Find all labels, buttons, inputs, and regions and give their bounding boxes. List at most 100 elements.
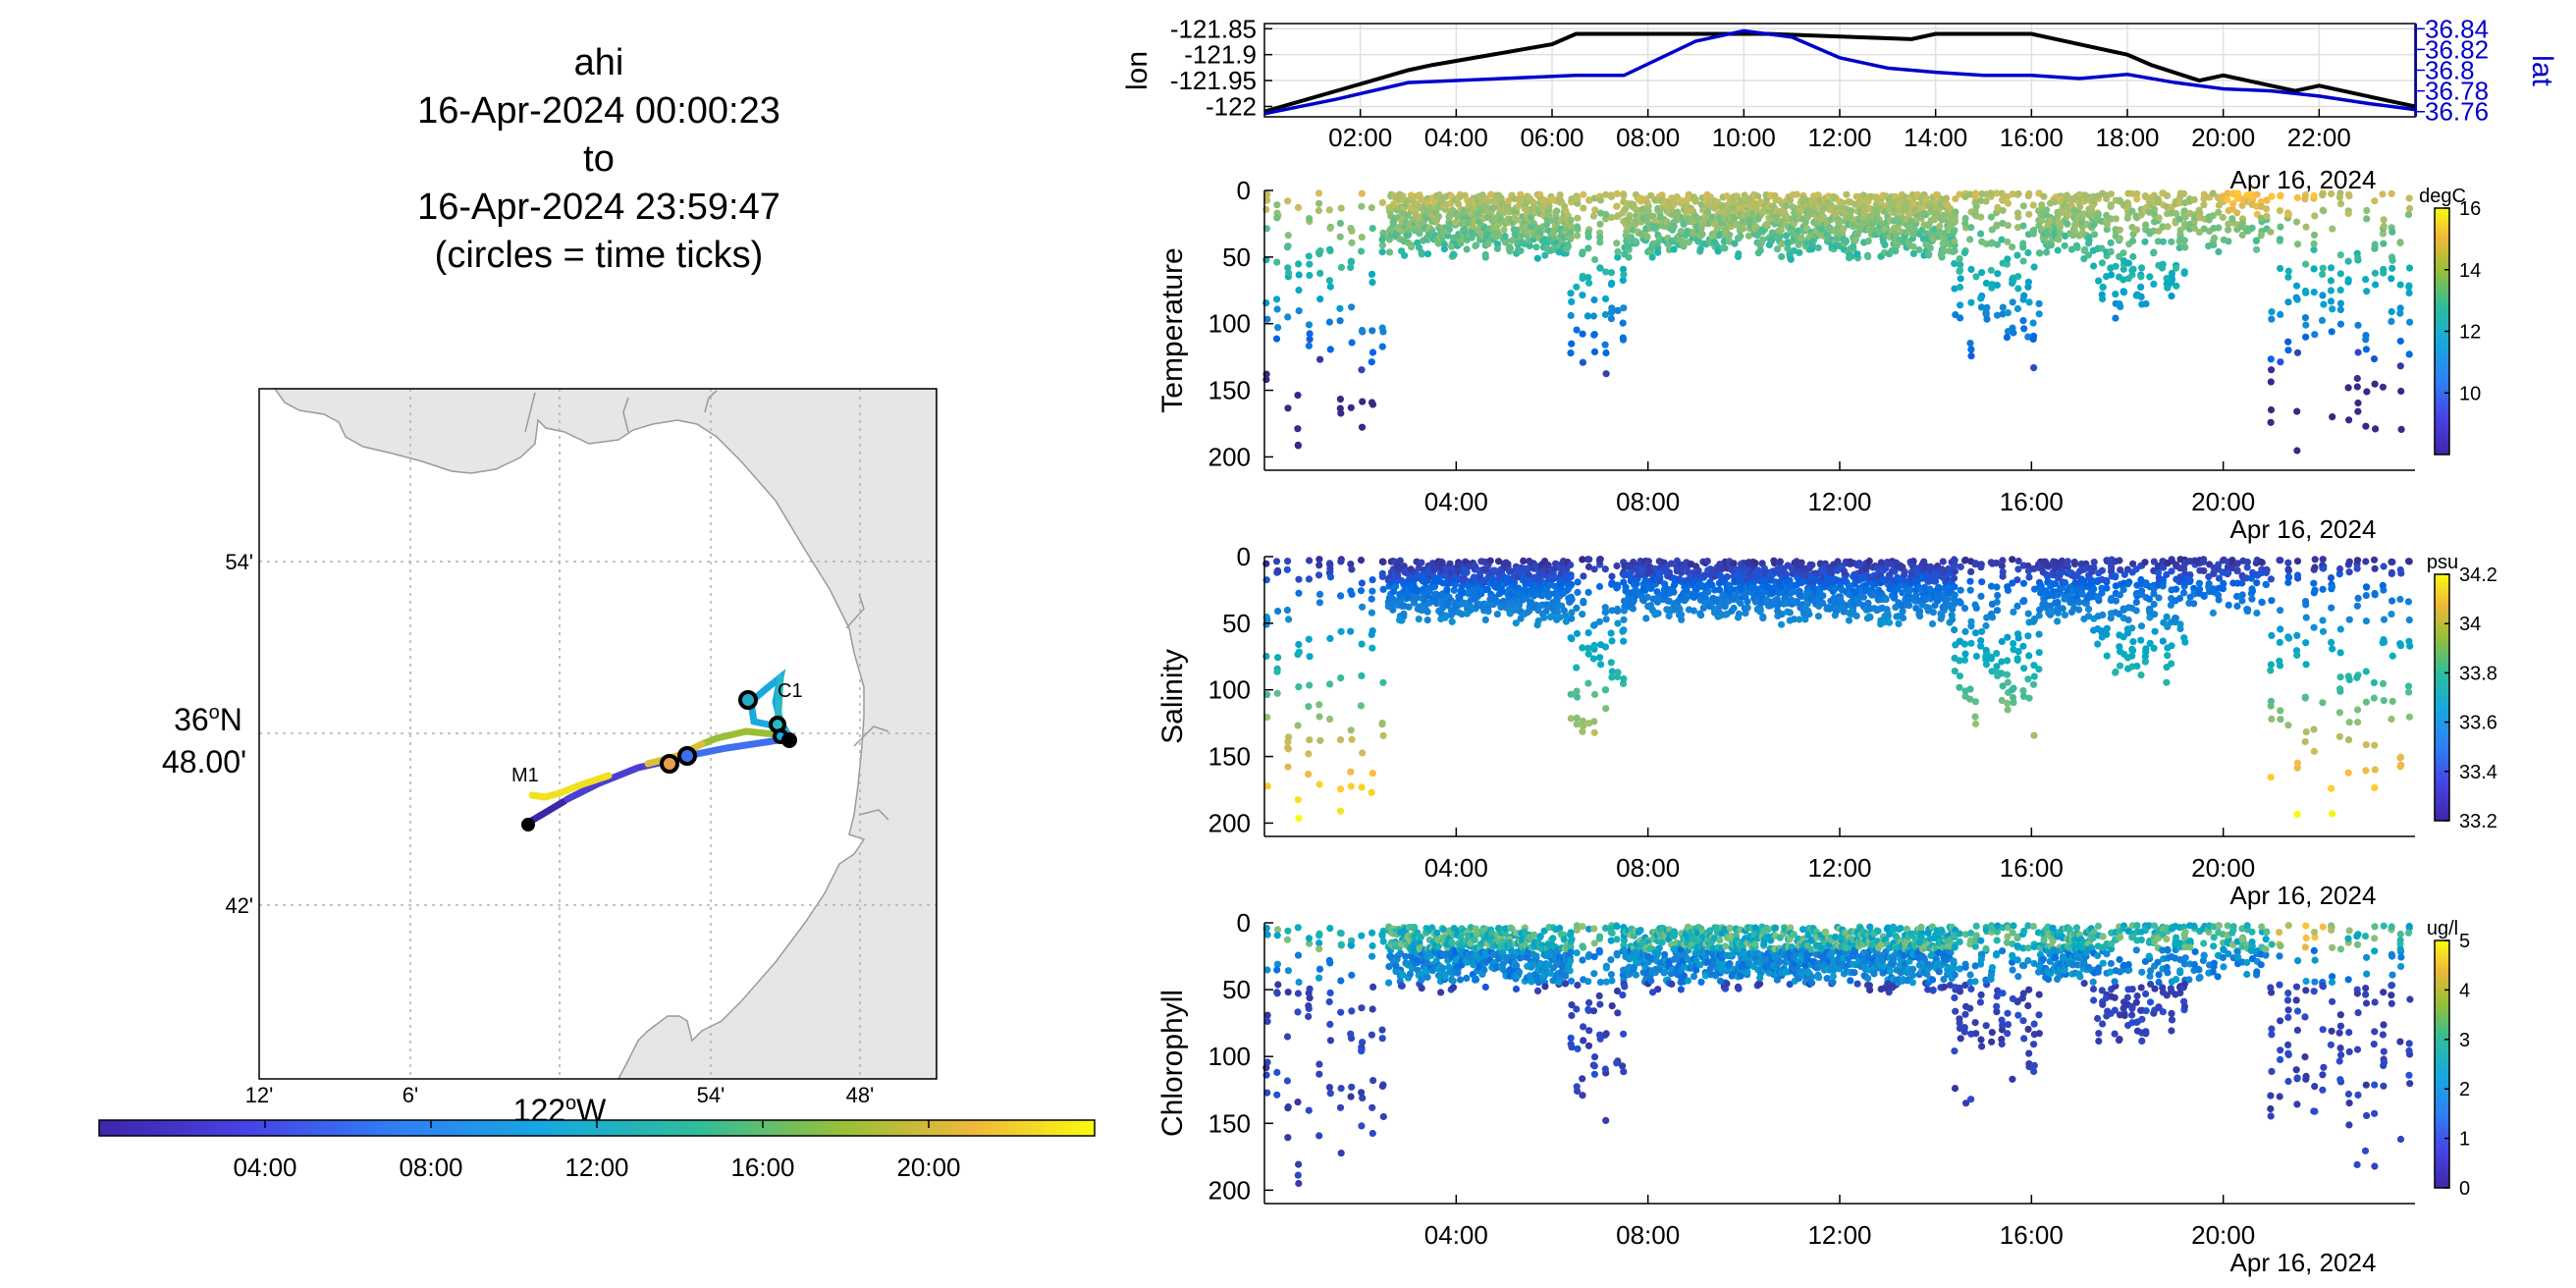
data-point	[2215, 224, 2223, 232]
position-x-tick-label: 04:00	[1424, 123, 1488, 152]
data-point	[1405, 231, 1413, 239]
data-point	[1691, 197, 1699, 205]
data-point	[1368, 401, 1377, 408]
data-point	[2158, 264, 2167, 272]
data-point	[2195, 209, 2203, 217]
data-point	[1951, 216, 1959, 224]
data-point	[2014, 213, 2022, 221]
data-point	[1951, 247, 1959, 255]
position-x-tick-label: 06:00	[1520, 123, 1583, 152]
data-point	[1568, 297, 1576, 305]
data-point	[1861, 211, 1869, 219]
data-point	[2141, 238, 2149, 245]
data-point	[1971, 198, 1979, 206]
data-point	[2004, 192, 2012, 200]
data-point	[2003, 334, 2011, 342]
data-point	[1805, 611, 1813, 618]
data-point	[1451, 581, 1459, 589]
data-point	[1754, 192, 1762, 200]
lon-tick-label: -122	[1206, 91, 1257, 121]
data-point	[1378, 248, 1386, 256]
data-point	[1455, 200, 1463, 208]
data-point	[2175, 215, 2183, 223]
data-point	[2380, 222, 2388, 230]
data-point	[2247, 190, 2255, 198]
data-point	[1696, 224, 1705, 232]
data-point	[2010, 639, 2017, 648]
data-point	[1683, 199, 1690, 207]
data-point	[1263, 691, 1271, 699]
data-point	[1443, 585, 1451, 594]
data-point	[2164, 191, 2172, 199]
data-point	[1950, 563, 1959, 570]
data-point	[1589, 212, 1597, 220]
section-x-tick-label: 04:00	[1424, 487, 1488, 516]
data-point	[2064, 220, 2071, 228]
data-point	[1670, 588, 1678, 596]
data-point	[1697, 612, 1705, 619]
data-point	[2103, 630, 2111, 638]
data-point	[2248, 224, 2256, 232]
data-point	[2090, 231, 2099, 239]
data-point	[1759, 236, 1767, 243]
data-point	[1295, 815, 1303, 823]
data-point	[2009, 298, 2016, 306]
data-point	[1771, 191, 1779, 199]
data-point	[2190, 195, 2198, 203]
data-point	[2252, 237, 2260, 244]
title-end-time: 16-Apr-2024 23:59:47	[417, 187, 780, 228]
data-point	[1368, 644, 1376, 652]
data-point	[1273, 295, 1281, 303]
data-point	[1273, 258, 1281, 266]
data-point	[1379, 328, 1387, 336]
data-point	[1379, 731, 1387, 740]
data-point	[2396, 304, 2404, 312]
data-point	[1545, 211, 1553, 219]
data-point	[1284, 558, 1292, 565]
data-point	[1284, 404, 1292, 412]
data-point	[1625, 242, 1633, 250]
data-point	[1967, 298, 1975, 306]
lat-axis-label: lat	[2526, 55, 2558, 86]
data-point	[2003, 260, 2011, 268]
data-point	[1852, 237, 1859, 244]
data-point	[1613, 240, 1621, 247]
data-point	[1620, 626, 1628, 634]
data-point	[1926, 244, 1934, 252]
data-point	[2108, 271, 2116, 279]
data-point	[2004, 699, 2012, 708]
data-point	[2013, 251, 2021, 259]
data-point	[2284, 347, 2292, 354]
data-point	[1596, 654, 1604, 662]
data-point	[2150, 227, 2158, 235]
data-point	[1653, 610, 1662, 617]
data-point	[1306, 681, 1314, 689]
data-point	[2103, 584, 2111, 592]
data-point	[1450, 586, 1458, 594]
data-point	[1614, 619, 1622, 627]
data-point	[2354, 254, 2362, 262]
data-point	[1942, 195, 1950, 203]
track-seg-1	[524, 797, 568, 827]
data-point	[1835, 219, 1844, 227]
data-point	[1337, 627, 1345, 635]
data-point	[1951, 238, 1959, 245]
data-point	[2094, 640, 2102, 648]
data-point	[1602, 616, 1610, 623]
data-point	[1654, 248, 1662, 256]
data-point	[1567, 573, 1575, 581]
data-point	[1956, 255, 1963, 263]
data-point	[1613, 213, 1621, 221]
data-point	[1543, 221, 1551, 229]
data-point	[2344, 209, 2352, 218]
data-point	[2276, 236, 2284, 243]
data-point	[2268, 315, 2276, 323]
data-point	[2406, 318, 2414, 326]
data-point	[1348, 590, 1356, 599]
data-point	[1359, 603, 1367, 611]
data-point	[1999, 206, 2007, 214]
data-point	[1347, 627, 1355, 635]
data-point	[1977, 230, 1985, 238]
data-point	[1326, 224, 1334, 233]
